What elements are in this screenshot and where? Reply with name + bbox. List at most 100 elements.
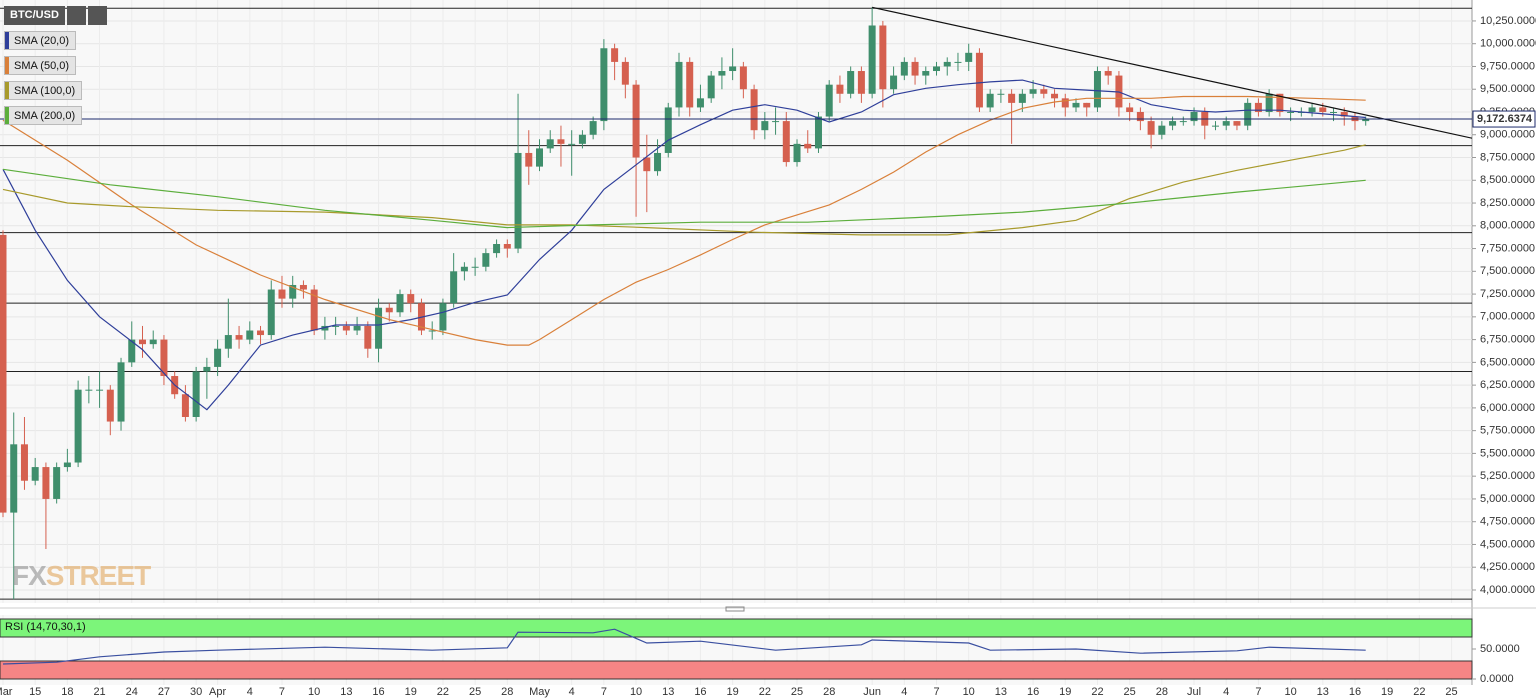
candle-body xyxy=(1233,121,1241,126)
candle-body xyxy=(1029,89,1037,94)
candle-body xyxy=(1040,89,1048,94)
y-tick-label: 7,250.0000 xyxy=(1480,288,1535,300)
candle-body xyxy=(1136,111,1144,122)
candle-body xyxy=(289,284,297,299)
x-tick-label: Mar xyxy=(0,686,13,698)
candle-body xyxy=(546,139,554,149)
x-tick-label: 15 xyxy=(29,686,41,698)
pane-handle[interactable] xyxy=(725,606,745,612)
y-tick-label: 5,500.0000 xyxy=(1480,447,1535,459)
y-tick-label: 7,000.0000 xyxy=(1480,311,1535,323)
candle-body xyxy=(621,61,629,85)
symbol-label[interactable]: BTC/USD xyxy=(4,6,65,25)
candle-body xyxy=(310,289,318,331)
y-tick-label: 5,750.0000 xyxy=(1480,425,1535,437)
candle-body xyxy=(267,289,275,336)
settings-button[interactable] xyxy=(87,6,107,25)
sma-line xyxy=(2,168,1366,229)
candle-body xyxy=(1244,102,1252,126)
symbol-bar: BTC/USD xyxy=(4,6,107,25)
candle-body xyxy=(31,467,39,481)
legend-swatch xyxy=(5,82,9,99)
legend-entry[interactable]: SMA (100,0) xyxy=(4,81,83,100)
y-tick-label: 6,000.0000 xyxy=(1480,402,1535,414)
candle-body xyxy=(1287,111,1295,113)
legend-entry[interactable]: SMA (50,0) xyxy=(4,56,77,75)
x-tick-label: 22 xyxy=(1091,686,1103,698)
candle-body xyxy=(632,84,640,158)
x-tick-label: Jul xyxy=(1187,686,1201,698)
legend-entry[interactable]: SMA (200,0) xyxy=(4,106,83,125)
legend-swatch xyxy=(5,57,9,74)
candle-body xyxy=(1254,102,1262,112)
legend-label: SMA (100,0) xyxy=(14,85,76,97)
x-tick-label: 10 xyxy=(308,686,320,698)
candle-body xyxy=(922,71,930,76)
candle-body xyxy=(96,389,104,391)
candle-body xyxy=(332,325,340,327)
candle-body xyxy=(503,244,511,249)
candle-body xyxy=(375,307,383,349)
y-tick-label: 5,250.0000 xyxy=(1480,470,1535,482)
candle-body xyxy=(793,143,801,163)
candle-body xyxy=(836,84,844,94)
candle-body xyxy=(181,394,189,417)
candle-body xyxy=(1169,121,1177,126)
x-tick-label: 10 xyxy=(630,686,642,698)
candle-body xyxy=(482,253,490,267)
candle-body xyxy=(342,325,350,331)
y-tick-label: 5,000.0000 xyxy=(1480,493,1535,505)
candle-body xyxy=(857,71,865,94)
legend-entry[interactable]: SMA (20,0) xyxy=(4,31,77,50)
x-tick-label: 28 xyxy=(501,686,513,698)
candle-body xyxy=(63,462,71,468)
x-tick-label: 16 xyxy=(372,686,384,698)
candle-body xyxy=(1126,107,1134,112)
candle-body xyxy=(1093,71,1101,108)
sma-line xyxy=(2,95,1366,346)
x-tick-label: 27 xyxy=(158,686,170,698)
y-tick-label: 9,750.0000 xyxy=(1480,60,1535,72)
x-tick-label: 16 xyxy=(1349,686,1361,698)
refresh-button[interactable] xyxy=(66,6,86,25)
y-tick-label: 8,500.0000 xyxy=(1480,174,1535,186)
candle-body xyxy=(814,116,822,149)
rsi-tick-label: 50.0000 xyxy=(1480,643,1520,655)
x-tick-label: 13 xyxy=(662,686,674,698)
candle-body xyxy=(750,89,758,131)
rsi-overbought-band xyxy=(0,618,1473,638)
candle-body xyxy=(589,121,597,135)
x-tick-label: 19 xyxy=(1381,686,1393,698)
candle-body xyxy=(696,98,704,108)
watermark-street: STREET xyxy=(45,560,151,591)
candle-body xyxy=(890,75,898,90)
y-tick-label: 6,750.0000 xyxy=(1480,334,1535,346)
y-tick-label: 4,000.0000 xyxy=(1480,584,1535,596)
candle-body xyxy=(160,339,168,377)
candle-body xyxy=(493,244,501,254)
candle-body xyxy=(675,61,683,108)
x-tick-label: 7 xyxy=(601,686,607,698)
candle-body xyxy=(10,444,18,513)
candle-body xyxy=(1319,107,1327,112)
candle-body xyxy=(729,66,737,72)
candle-body xyxy=(868,25,876,94)
legend-label: SMA (20,0) xyxy=(14,35,70,47)
y-tick-label: 8,000.0000 xyxy=(1480,220,1535,232)
y-tick-label: 7,750.0000 xyxy=(1480,242,1535,254)
x-tick-label: 28 xyxy=(823,686,835,698)
candle-body xyxy=(1276,93,1284,112)
candle-body xyxy=(600,48,608,122)
candle-body xyxy=(1158,125,1166,135)
candle-body xyxy=(804,143,812,149)
candle-body xyxy=(686,61,694,108)
candle-body xyxy=(847,71,855,94)
candle-body xyxy=(514,152,522,249)
candle-body xyxy=(1051,93,1059,99)
candle-body xyxy=(439,303,447,331)
candle-body xyxy=(975,52,983,108)
x-tick-label: 7 xyxy=(1255,686,1261,698)
candle-body xyxy=(396,294,404,313)
candle-body xyxy=(943,61,951,67)
